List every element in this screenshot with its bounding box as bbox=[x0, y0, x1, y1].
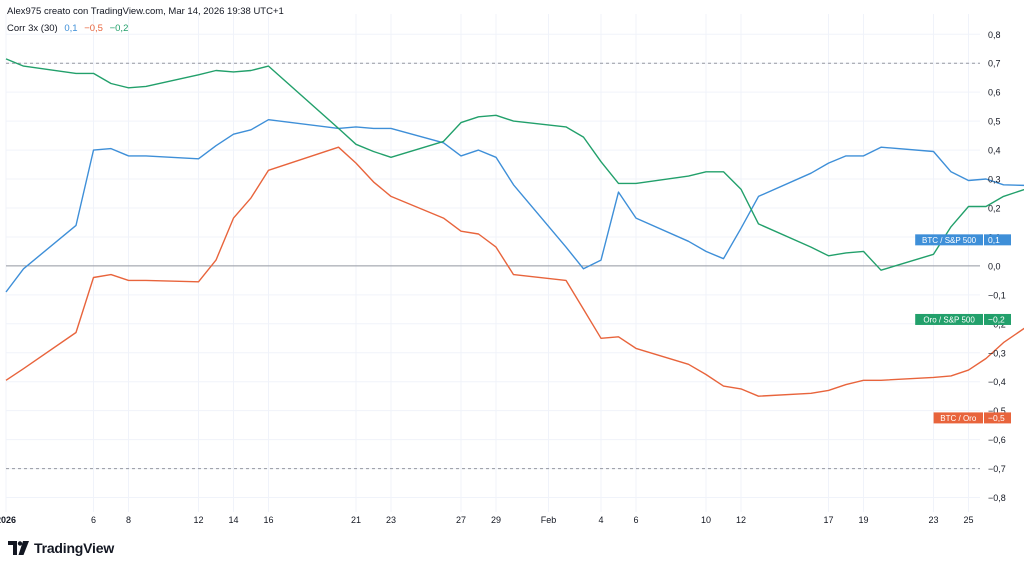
series-line-1 bbox=[5, 58, 1024, 271]
x-tick-label-2: 8 bbox=[126, 515, 131, 525]
y-tick-label-6: 0,2 bbox=[988, 203, 1001, 213]
last-value-badge-1: Oro / S&P 500 −0,2 bbox=[915, 313, 1011, 325]
x-tick-label-15: 17 bbox=[823, 515, 833, 525]
x-tick-label-9: 29 bbox=[491, 515, 501, 525]
series-name-badge-1 bbox=[915, 313, 983, 325]
y-tick-label-8: 0,0 bbox=[988, 261, 1001, 271]
x-tick-label-0: 2026 bbox=[0, 515, 16, 525]
y-tick-label-0: 0,8 bbox=[988, 30, 1001, 40]
series-value-badge-2 bbox=[984, 412, 1011, 424]
x-tick-label-5: 16 bbox=[263, 515, 273, 525]
x-axis[interactable]: 2026 6 8 12 14 16 21 23 27 29 Feb 4 6 10 12 17 19 23 25 bbox=[0, 515, 974, 525]
series-value-badge-0 bbox=[984, 234, 1011, 246]
legend-value-blue: 0,1 bbox=[64, 23, 78, 34]
y-tick-label-2: 0,6 bbox=[988, 88, 1001, 98]
legend-value-orange: −0,5 bbox=[84, 23, 103, 34]
y-tick-label-12: −0,4 bbox=[988, 377, 1006, 387]
grid-layer bbox=[5, 14, 980, 512]
x-tick-label-18: 25 bbox=[963, 515, 973, 525]
y-tick-label-5: 0,3 bbox=[988, 175, 1001, 185]
series-value-label-2: −0,5 bbox=[988, 413, 1005, 423]
y-tick-label-13: −0,5 bbox=[988, 406, 1006, 416]
legend-value-green: −0,2 bbox=[109, 23, 129, 34]
series-name-label-2: BTC / Oro bbox=[940, 414, 977, 423]
y-tick-label-1: 0,7 bbox=[988, 59, 1001, 69]
x-tick-label-17: 23 bbox=[928, 515, 938, 525]
x-tick-label-14: 12 bbox=[736, 515, 746, 525]
reference-lines bbox=[6, 62, 980, 470]
series-name-badge-0 bbox=[915, 234, 983, 246]
x-tick-label-6: 21 bbox=[351, 515, 361, 525]
indicator-name: Corr 3x (30) bbox=[7, 23, 58, 34]
x-tick-label-10: Feb bbox=[541, 515, 557, 525]
tradingview-logo-text: TradingView bbox=[34, 540, 115, 556]
series-layer bbox=[5, 58, 1024, 397]
indicator-legend[interactable]: Corr 3x (30) 0,1 −0,5 −0,2 bbox=[7, 23, 132, 34]
last-value-badge-2: BTC / Oro −0,5 bbox=[933, 412, 1011, 424]
y-tick-label-14: −0,6 bbox=[988, 435, 1006, 445]
last-value-badges: BTC / S&P 500 0,1 Oro / S&P 500 −0,2 BTC / O… bbox=[915, 234, 1011, 424]
y-tick-label-4: 0,4 bbox=[988, 146, 1001, 156]
chart-attribution: Alex975 creato con TradingView.com, Mar … bbox=[7, 6, 284, 17]
y-tick-label-15: −0,7 bbox=[988, 464, 1006, 474]
x-tick-label-8: 27 bbox=[456, 515, 466, 525]
series-name-badge-2 bbox=[933, 412, 983, 424]
x-tick-label-12: 6 bbox=[633, 515, 638, 525]
x-tick-label-16: 19 bbox=[858, 515, 868, 525]
series-value-label-0: 0,1 bbox=[988, 235, 1000, 245]
x-tick-label-7: 23 bbox=[386, 515, 396, 525]
x-tick-label-3: 12 bbox=[193, 515, 203, 525]
series-name-label-0: BTC / S&P 500 bbox=[922, 236, 977, 245]
last-value-badge-0: BTC / S&P 500 0,1 bbox=[915, 234, 1011, 246]
x-tick-label-1: 6 bbox=[91, 515, 96, 525]
y-tick-label-3: 0,5 bbox=[988, 117, 1001, 127]
x-tick-label-13: 10 bbox=[701, 515, 711, 525]
tradingview-logo-icon bbox=[8, 541, 29, 555]
series-name-label-1: Oro / S&P 500 bbox=[923, 315, 975, 324]
x-tick-label-4: 14 bbox=[228, 515, 238, 525]
y-axis[interactable]: 0,8 0,7 0,6 0,5 0,4 0,3 0,2 0,1 0,0 −0,1 −0,2 −0,3 −… bbox=[988, 30, 1006, 503]
series-value-label-1: −0,2 bbox=[988, 314, 1005, 324]
series-line-0 bbox=[5, 119, 1024, 293]
y-tick-label-11: −0,3 bbox=[988, 348, 1006, 358]
series-line-2 bbox=[5, 146, 1024, 397]
series-value-badge-1 bbox=[984, 313, 1011, 325]
y-tick-label-9: −0,1 bbox=[988, 290, 1006, 300]
tradingview-logo[interactable]: TradingView bbox=[8, 540, 114, 556]
y-tick-label-16: −0,8 bbox=[988, 493, 1006, 503]
x-tick-label-11: 4 bbox=[598, 515, 603, 525]
